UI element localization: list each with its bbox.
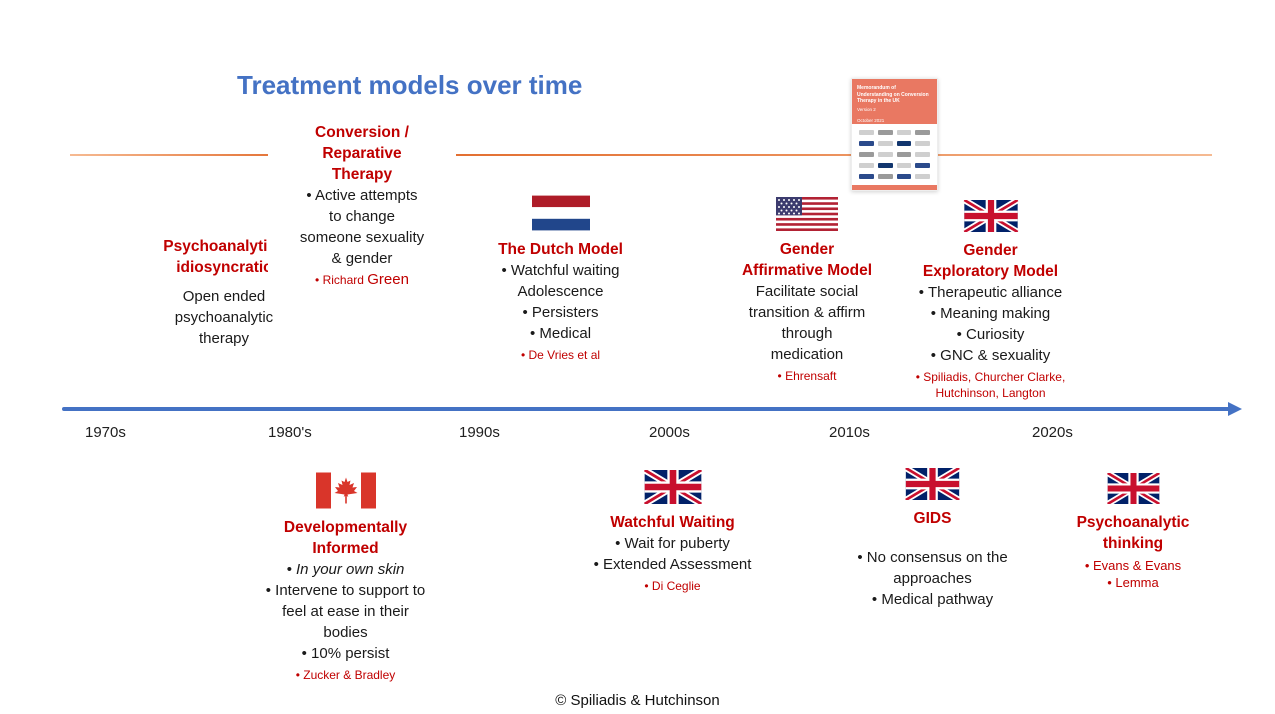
model-psychoanalytic-thinking: Psychoanalytic thinking • Evans & Evans …: [1043, 473, 1223, 591]
model-reference: • Ehrensaft: [777, 369, 837, 383]
model-reference: • Evans & Evans • Lemma: [1084, 558, 1182, 590]
model-reference: • Zucker & Bradley: [295, 668, 396, 682]
mou-date: October 2021: [857, 117, 885, 123]
model-heading: GIDS: [913, 510, 952, 527]
usa-flag-icon: [776, 197, 838, 231]
model-psychoanalytic-idiosyncratic: Psychoanalytic / idiosyncratic Open ende…: [135, 236, 313, 349]
netherlands-flag-icon: [532, 195, 590, 231]
model-developmentally-informed: Developmentally Informed • In your own s…: [238, 472, 453, 683]
model-body: • Wait for puberty • Extended Assessment: [593, 535, 752, 573]
reference-prefix: • Richard: [315, 273, 368, 287]
decade-label-2000s: 2000s: [649, 424, 690, 441]
model-body: • Watchful waiting Adolescence • Persist…: [501, 262, 620, 342]
model-heading: Developmentally Informed: [283, 519, 408, 557]
model-watchful-waiting: Watchful Waiting • Wait for puberty • Ex…: [575, 470, 770, 594]
model-body: • Active attempts to change someone sexu…: [299, 187, 425, 267]
model-reference: • De Vries et al: [520, 348, 601, 362]
decade-label-2020s: 2020s: [1032, 424, 1073, 441]
model-dutch: The Dutch Model • Watchful waiting Adole…: [468, 195, 653, 363]
model-heading: Gender Affirmative Model: [741, 241, 873, 279]
orange-divider-line: [70, 154, 1212, 156]
timeline-arrowhead-icon: [1228, 402, 1242, 416]
model-heading: Psychoanalytic / idiosyncratic: [163, 238, 284, 276]
timeline-axis: [62, 407, 1230, 411]
model-body-italic: • In your own skin: [286, 561, 405, 578]
model-body: • Therapeutic alliance • Meaning making …: [918, 284, 1063, 364]
uk-flag-icon: [644, 470, 702, 504]
model-heading: Gender Exploratory Model: [922, 242, 1059, 280]
decade-label-1990s: 1990s: [459, 424, 500, 441]
decade-label-1970s: 1970s: [85, 424, 126, 441]
uk-flag-icon: [963, 200, 1019, 232]
model-heading: Psychoanalytic thinking: [1076, 514, 1190, 552]
spacer: [835, 529, 1030, 547]
decade-label-1980s: 1980's: [268, 424, 312, 441]
reference-name: Green: [367, 271, 409, 288]
model-body: Facilitate social transition & affirm th…: [748, 283, 866, 363]
decade-label-2010s: 2010s: [829, 424, 870, 441]
model-heading: Conversion / Reparative Therapy: [315, 124, 409, 183]
mou-partner-logos-grid: [852, 124, 937, 185]
model-reference: • Di Ceglie: [644, 579, 701, 593]
copyright-footer: © Spiliadis & Hutchinson: [555, 692, 720, 709]
mou-version: Version 2: [857, 106, 876, 112]
model-heading: Watchful Waiting: [610, 514, 735, 531]
model-reference: • Richard Green: [268, 272, 456, 288]
model-gender-exploratory: Gender Exploratory Model • Therapeutic a…: [888, 200, 1093, 401]
model-gender-affirmative: Gender Affirmative Model Facilitate soci…: [716, 197, 898, 384]
mou-cover-header: Memorandum of Understanding on Conversio…: [852, 79, 937, 124]
model-body: • Intervene to support to feel at ease i…: [265, 582, 426, 662]
canada-flag-icon: [316, 472, 376, 509]
mou-title: Memorandum of Understanding on Conversio…: [857, 85, 929, 104]
model-body: • No consensus on the approaches • Medic…: [857, 549, 1008, 608]
model-body: Open ended psychoanalytic therapy: [174, 288, 274, 347]
uk-flag-icon: [905, 468, 960, 500]
model-conversion-reparative-therapy: Conversion / Reparative Therapy • Active…: [268, 122, 456, 288]
model-gids: GIDS • No consensus on the approaches • …: [835, 468, 1030, 610]
model-heading: The Dutch Model: [498, 241, 623, 258]
mou-cover-footer-bar: [852, 185, 937, 190]
uk-flag-icon: [1106, 473, 1161, 504]
model-reference: • Spiliadis, Churcher Clarke, Hutchinson…: [915, 370, 1066, 400]
mou-document-thumbnail: Memorandum of Understanding on Conversio…: [851, 78, 938, 191]
slide-title: Treatment models over time: [237, 70, 583, 100]
